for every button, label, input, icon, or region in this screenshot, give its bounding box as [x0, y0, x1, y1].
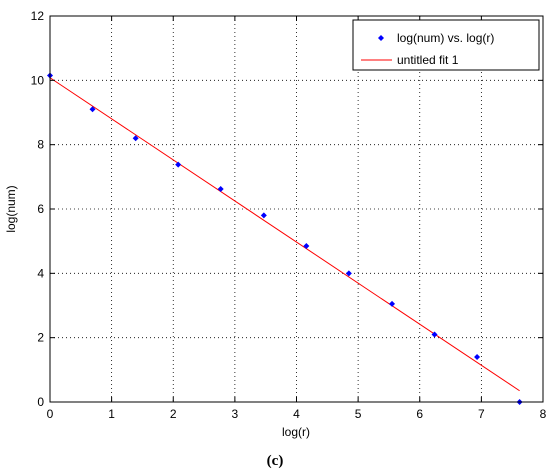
data-point — [217, 186, 224, 193]
x-tick-label: 8 — [540, 407, 547, 421]
y-tick-label: 10 — [31, 73, 45, 87]
scatter-points-layer — [47, 72, 523, 405]
x-tick-label: 1 — [108, 407, 115, 421]
legend-entry-fit: untitled fit 1 — [361, 53, 459, 67]
data-point — [132, 135, 139, 142]
legend-label-fit: untitled fit 1 — [397, 53, 459, 67]
x-tick-label: 0 — [47, 407, 54, 421]
y-tick-label: 8 — [37, 138, 44, 152]
y-tick-label: 6 — [37, 202, 44, 216]
legend-entry-scatter: log(num) vs. log(r) — [378, 31, 494, 45]
data-point — [89, 106, 96, 113]
y-axis-label: log(num) — [4, 185, 18, 232]
data-point — [260, 212, 267, 219]
x-tick-label: 3 — [232, 407, 239, 421]
data-point — [431, 331, 438, 338]
data-point — [175, 161, 182, 168]
legend-box — [352, 19, 540, 71]
x-tick-label: 4 — [293, 407, 300, 421]
x-axis-ticks: 0 1 2 3 4 5 6 7 8 — [47, 16, 547, 421]
x-tick-label: 6 — [416, 407, 423, 421]
legend-diamond-marker — [378, 35, 384, 41]
figure-caption: (c) — [267, 453, 284, 469]
y-tick-label: 4 — [37, 266, 44, 280]
fit-line — [49, 77, 520, 392]
x-axis-label: log(r) — [282, 425, 310, 439]
data-point — [303, 242, 310, 249]
grid-lines — [50, 16, 543, 402]
y-tick-label: 2 — [37, 331, 44, 345]
legend-label-scatter: log(num) vs. log(r) — [397, 31, 494, 45]
fit-line-layer — [49, 77, 520, 392]
data-point — [389, 300, 396, 307]
y-tick-label: 0 — [37, 395, 44, 409]
data-point — [345, 270, 352, 277]
x-tick-label: 5 — [355, 407, 362, 421]
y-tick-label: 12 — [31, 9, 45, 23]
x-tick-label: 2 — [170, 407, 177, 421]
y-axis-ticks: 0 2 4 6 8 10 12 — [31, 9, 543, 409]
legend: log(num) vs. log(r) untitled fit 1 — [352, 19, 540, 71]
data-point — [474, 353, 481, 360]
x-tick-label: 7 — [478, 407, 485, 421]
